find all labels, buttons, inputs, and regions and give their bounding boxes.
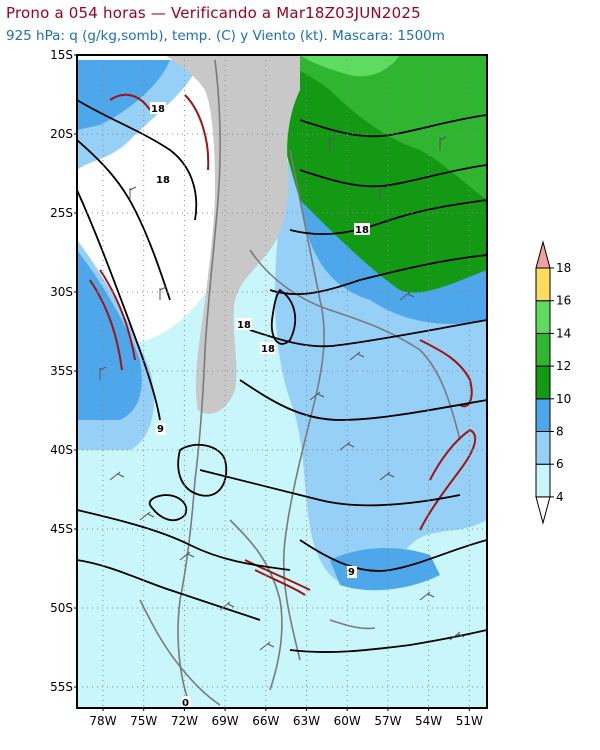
latitude-label: 50S [50,601,73,615]
colorbar-segment [535,332,551,367]
latitude-label: 25S [50,206,73,220]
longitude-label: 69W [212,714,239,728]
humidity-band-high-lightest [300,55,400,77]
longitude-label: 66W [252,714,279,728]
longitude-label: 63W [293,714,320,728]
coastlines [139,59,461,706]
latitude-label: 15S [50,48,73,62]
colorbar-label: 14 [556,326,571,340]
longitude-label: 78W [89,714,116,728]
latitude-label: 45S [50,522,73,536]
colorbar-label: 18 [556,261,571,275]
map-grid [77,55,487,708]
latitude-axis: 15S 20S 25S 30S 35S 40S 45S 50S 55S [50,48,77,694]
latitude-label: 40S [50,443,73,457]
contour-label: 9 [348,567,355,578]
longitude-label: 72W [171,714,198,728]
colorbar-segment [535,365,551,400]
colorbar-arrow-low [535,496,551,525]
humidity-band-high-light [270,55,487,200]
wind-barbs [99,136,465,651]
colorbar-segment [535,398,551,432]
map-plot-area: 18 18 18 18 18 9 9 0 [77,55,487,709]
latitude-label: 35S [50,364,73,378]
latitude-label: 55S [50,680,73,694]
contour-label: 18 [355,225,369,236]
colorbar-segment [535,300,551,334]
contour-label: 18 [237,320,251,331]
contour-label: 18 [156,175,170,186]
contour-label: 9 [157,424,164,435]
colorbar-segment [535,431,551,465]
colorbar-label: 16 [556,294,571,308]
humidity-band-southeast-dark [330,548,440,591]
temperature-contours [89,93,477,596]
humidity-band-west-dark [77,250,142,420]
longitude-label: 54W [415,714,442,728]
longitude-axis: 78W 75W 72W 69W 66W 63W 60W 57W 54W 51W [89,708,483,728]
terrain-mask [165,55,300,414]
longitude-label: 60W [334,714,361,728]
latitude-label: 20S [50,127,73,141]
colorbar-label: 10 [556,392,571,406]
longitude-label: 51W [456,714,483,728]
map-title: Prono a 054 horas — Verificando a Mar18Z… [6,4,421,22]
map-subtitle: 925 hPa: q (g/kg,somb), temp. (C) y Vien… [6,28,445,44]
colorbar: 4 6 8 10 12 14 16 18 [535,240,571,525]
colorbar-segment [535,463,551,498]
longitude-label: 75W [130,714,157,728]
colorbar-label: 12 [556,359,571,373]
colorbar-arrow-high [535,240,551,269]
isobar-contours [77,99,487,653]
contour-labels: 18 18 18 18 18 9 9 0 [150,102,370,709]
contour-label: 18 [261,344,275,355]
colorbar-segment [535,267,551,302]
contour-label: 0 [182,698,189,709]
longitude-label: 57W [374,714,401,728]
latitude-label: 30S [50,285,73,299]
contour-label: 18 [151,104,165,115]
colorbar-label: 6 [556,457,564,471]
colorbar-label: 4 [556,490,564,504]
colorbar-label: 8 [556,425,564,439]
map-frame [76,54,488,709]
